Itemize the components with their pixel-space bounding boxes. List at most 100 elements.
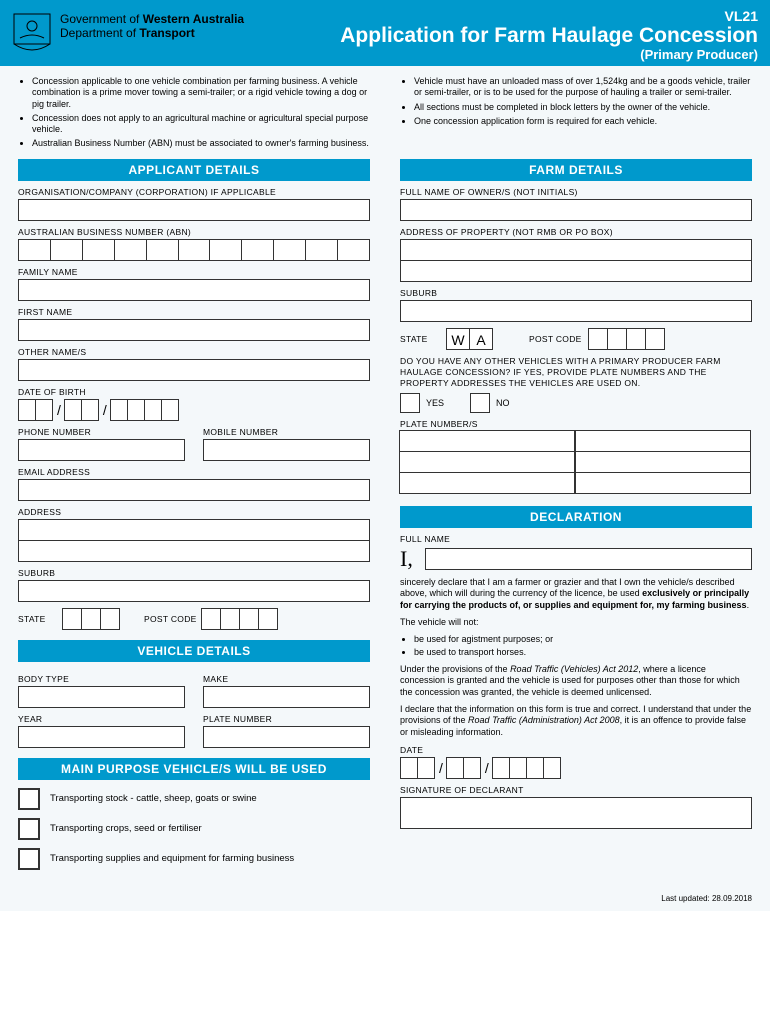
rule-item: All sections must be completed in block … [414,102,752,113]
form-subtitle: (Primary Producer) [340,47,758,62]
email-label: EMAIL ADDRESS [18,467,370,477]
fullname-label: FULL NAME [400,534,752,544]
plates-label: PLATE NUMBER/S [400,419,752,429]
address-input-2[interactable] [18,540,370,562]
bodytype-label: BODY TYPE [18,674,185,684]
form-title: Application for Farm Haulage Concession [340,24,758,47]
phone-label: PHONE NUMBER [18,427,185,437]
gov-line2-bold: Transport [139,26,194,40]
prop-addr-label: ADDRESS OF PROPERTY (NOT RMB OR PO BOX) [400,227,752,237]
suburb-label: SUBURB [18,568,370,578]
other-label: OTHER NAME/S [18,347,370,357]
declaration-p3: Under the provisions of the Road Traffic… [400,664,752,699]
purpose-label-3: Transporting supplies and equipment for … [50,853,294,864]
purpose-option-3: Transporting supplies and equipment for … [18,848,370,870]
postcode-label-2: POST CODE [529,334,582,344]
gov-branding: Government of Western Australia Departme… [12,8,244,60]
footer-date: Last updated: 28.09.2018 [0,890,770,911]
date-label: DATE [400,745,752,755]
address-label: ADDRESS [18,507,370,517]
state-label: STATE [18,614,58,624]
owner-input[interactable] [400,199,752,221]
rule-item: One concession application form is requi… [414,116,752,127]
rule-item: Concession does not apply to an agricult… [32,113,370,136]
abn-label: AUSTRALIAN BUSINESS NUMBER (ABN) [18,227,370,237]
fullname-input[interactable] [425,548,752,570]
signature-label: SIGNATURE OF DECLARANT [400,785,752,795]
suburb-input[interactable] [18,580,370,602]
prop-addr-input-1[interactable] [400,239,752,261]
signature-input[interactable] [400,797,752,829]
date-input[interactable]: // [400,757,752,779]
year-label: YEAR [18,714,185,724]
email-input[interactable] [18,479,370,501]
phone-input[interactable] [18,439,185,461]
gov-line2-pre: Department of [60,26,139,40]
plate-label: PLATE NUMBER [203,714,370,724]
suburb-input-2[interactable] [400,300,752,322]
purpose-label-1: Transporting stock - cattle, sheep, goat… [50,793,257,804]
suburb-label-2: SUBURB [400,288,752,298]
rule-item: Concession applicable to one vehicle com… [32,76,370,110]
owner-label: FULL NAME OF OWNER/S (NOT INITIALS) [400,187,752,197]
first-input[interactable] [18,319,370,341]
no-checkbox[interactable] [470,393,490,413]
rule-item: Australian Business Number (ABN) must be… [32,138,370,149]
purpose-option-2: Transporting crops, seed or fertiliser [18,818,370,840]
yes-label: YES [426,398,444,408]
declaration-p1: sincerely declare that I am a farmer or … [400,577,752,612]
gov-text: Government of Western Australia Departme… [60,12,244,40]
other-input[interactable] [18,359,370,381]
abn-input[interactable] [18,239,370,261]
purpose-check-2[interactable] [18,818,40,840]
right-column: FARM DETAILS FULL NAME OF OWNER/S (NOT I… [400,159,752,878]
org-input[interactable] [18,199,370,221]
form-code: VL21 [340,8,758,24]
mobile-input[interactable] [203,439,370,461]
state-input-2[interactable]: WA [446,328,493,350]
address-input-1[interactable] [18,519,370,541]
first-label: FIRST NAME [18,307,370,317]
no-option: NO [470,393,510,413]
declaration-bullets: be used for agistment purposes; or be us… [400,633,752,658]
applicant-section-head: APPLICANT DETAILS [18,159,370,181]
farm-section-head: FARM DETAILS [400,159,752,181]
rules-left: Concession applicable to one vehicle com… [18,76,370,153]
purpose-check-3[interactable] [18,848,40,870]
gov-line1-pre: Government of [60,12,143,26]
purpose-label-2: Transporting crops, seed or fertiliser [50,823,202,834]
declaration-p4: I declare that the information on this f… [400,704,752,739]
vehicle-section-head: VEHICLE DETAILS [18,640,370,662]
mobile-label: MOBILE NUMBER [203,427,370,437]
postcode-input[interactable] [201,608,278,630]
purpose-check-1[interactable] [18,788,40,810]
declaration-p2: The vehicle will not: [400,617,752,629]
family-label: FAMILY NAME [18,267,370,277]
make-input[interactable] [203,686,370,708]
gov-line1-bold: Western Australia [143,12,244,26]
form-title-block: VL21 Application for Farm Haulage Conces… [340,8,758,62]
state-label-2: STATE [400,334,440,344]
rule-item: Vehicle must have an unloaded mass of ov… [414,76,752,99]
make-label: MAKE [203,674,370,684]
form-header: Government of Western Australia Departme… [0,0,770,66]
state-input[interactable] [62,608,120,630]
bodytype-input[interactable] [18,686,185,708]
plate-input[interactable] [203,726,370,748]
i-word: I, [400,546,417,572]
postcode-label: POST CODE [144,614,197,624]
prop-addr-input-2[interactable] [400,260,752,282]
family-input[interactable] [18,279,370,301]
org-label: ORGANISATION/COMPANY (CORPORATION) IF AP… [18,187,370,197]
yes-option: YES [400,393,444,413]
year-input[interactable] [18,726,185,748]
plates-grid[interactable] [400,431,752,494]
yes-checkbox[interactable] [400,393,420,413]
rules-right: Vehicle must have an unloaded mass of ov… [400,76,752,153]
wa-crest-icon [12,12,52,56]
dob-input[interactable]: // [18,399,370,421]
postcode-input-2[interactable] [588,328,665,350]
purpose-option-1: Transporting stock - cattle, sheep, goat… [18,788,370,810]
dob-label: DATE OF BIRTH [18,387,370,397]
left-column: APPLICANT DETAILS ORGANISATION/COMPANY (… [18,159,370,878]
